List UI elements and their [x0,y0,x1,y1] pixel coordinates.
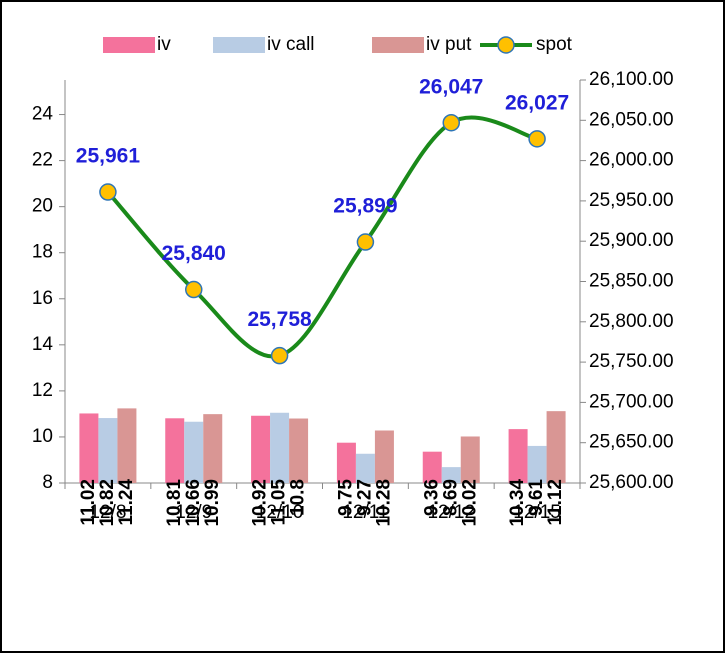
bar-label: 10.8 [288,479,309,516]
y2-tick-label: 25,800.00 [589,311,674,332]
bar [460,436,480,483]
bar [251,415,271,483]
y-tick-label: 18 [32,242,53,263]
bar [79,413,99,483]
x-tick-label: 12/8 [89,502,126,523]
y-tick-label: 22 [32,150,53,171]
data-label: 25,758 [247,308,312,331]
x-tick-label: 12/9 [175,502,212,523]
marker [185,280,203,299]
bar-label: 11.02 [78,479,99,526]
y2-tick-label: 26,050.00 [589,109,674,130]
y2-tick-label: 25,650.00 [589,432,674,453]
bar-label: 10.02 [459,479,480,527]
bar [441,467,461,483]
bar [203,414,223,483]
data-label: 25,961 [76,145,141,168]
legend-swatch [103,37,155,53]
y-tick-label: 12 [32,380,53,401]
bar [270,412,290,483]
bar-label: 9.75 [335,479,356,516]
bar [508,429,528,483]
y-tick-label: 14 [32,334,54,355]
y2-tick-label: 26,100.00 [589,69,674,90]
bar-label: 11.05 [269,479,290,526]
legend-label: iv [157,34,171,55]
y-tick-label: 20 [32,196,53,217]
bar-label: 9.61 [526,479,547,516]
bar-label: 10.92 [250,479,271,527]
bar-label: 10.99 [202,479,223,527]
x-tick-label: 12/10 [256,502,304,523]
y2-tick-label: 26,000.00 [589,150,674,171]
legend-label: spot [536,34,573,55]
marker [270,346,289,365]
bar-label: 11.24 [116,479,137,526]
marker [442,113,460,132]
bar-label: 11.12 [545,479,566,526]
marker [528,130,546,148]
x-tick-label: 12/15 [513,502,561,523]
x-tick-label: 12/12 [427,502,475,523]
bar [98,418,118,483]
legend-marker [497,36,515,54]
y2-tick-label: 25,750.00 [589,351,674,372]
bar [336,442,356,483]
bar-label: 10.34 [507,479,528,527]
bar-label: 10.82 [97,479,118,527]
bar [184,421,204,483]
x-tick-label: 12/11 [342,502,388,523]
bar [527,445,547,483]
y-tick-label: 10 [32,426,53,447]
bar-label: 9.36 [421,479,442,516]
legend-swatch [213,37,265,53]
bar-label: 10.81 [164,479,185,527]
y-tick-label: 16 [32,288,53,309]
bar [374,430,394,483]
data-label: 25,899 [333,195,397,218]
legend-swatch [372,37,424,53]
y2-tick-label: 25,900.00 [589,230,674,251]
marker [99,183,117,201]
bar [165,418,185,483]
bar [546,411,566,483]
data-label: 26,027 [505,91,569,114]
bar-label: 8.69 [440,479,461,516]
bar [289,418,309,483]
bar-label: 9.27 [354,479,375,516]
y2-tick-label: 25,700.00 [589,391,674,412]
bar [117,408,137,483]
data-label: 25,840 [162,242,226,265]
data-label: 26,047 [419,75,483,98]
marker [356,233,375,251]
legend-label: iv put [426,34,472,55]
legend-label: iv call [267,34,315,55]
bar-label: 10.28 [373,479,394,527]
y-tick-label: 8 [42,472,53,493]
y2-tick-label: 25,600.00 [589,472,674,493]
y2-tick-label: 25,950.00 [589,190,674,211]
y2-tick-label: 25,850.00 [589,271,674,292]
y-tick-label: 24 [32,104,54,125]
bar [422,451,442,483]
bar [355,453,375,483]
bar-label: 10.66 [183,479,204,527]
